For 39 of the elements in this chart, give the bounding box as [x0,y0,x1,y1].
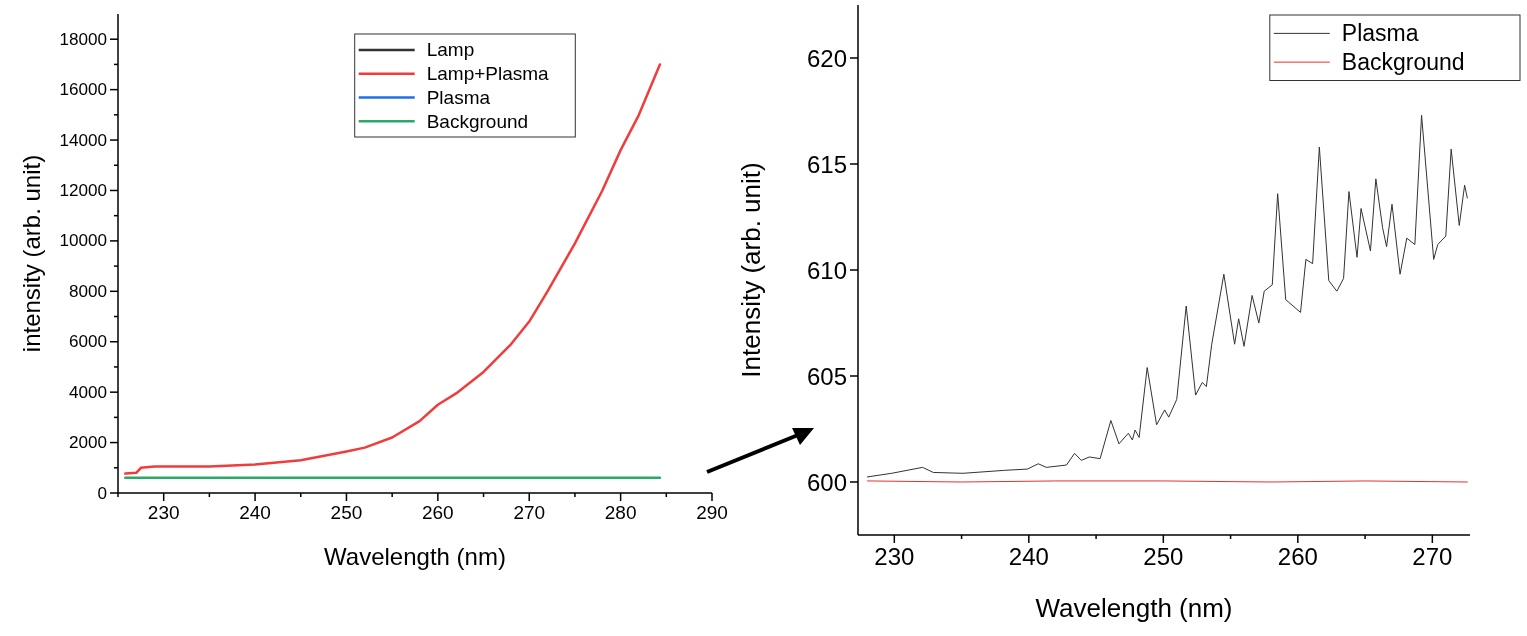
x-axis-title: Wavelength (nm) [324,543,506,570]
legend-label: Plasma [1341,20,1419,47]
y-tick-label: 10000 [59,231,107,251]
x-tick-label: 270 [1412,542,1453,570]
x-tick-label: 250 [330,501,363,523]
x-tick-label: 290 [696,501,728,523]
y-tick-label: 12000 [59,180,107,200]
x-tick-label: 270 [513,501,546,523]
legend-label: Background [426,110,529,132]
y-tick-label: 2000 [68,433,107,453]
y-tick-label: 16000 [59,80,107,100]
y-axis-title: intensity (arb. unit) [18,154,45,353]
legend-label: Background [1341,49,1465,76]
x-tick-label: 240 [239,501,271,523]
legend-label: Lamp [426,39,475,61]
y-tick-label: 615 [806,150,847,178]
line-series [866,114,1468,478]
legend-label: Lamp+Plasma [426,63,550,85]
y-tick-label: 605 [806,362,847,390]
y-tick-label: 610 [806,256,847,284]
x-tick-label: 240 [1008,542,1049,570]
line-series [124,63,662,475]
x-tick-label: 230 [874,542,915,570]
x-tick-label: 260 [1277,542,1318,570]
y-tick-label: 6000 [68,332,107,352]
y-tick-label: 18000 [59,29,107,49]
x-tick-label: 280 [604,501,637,523]
x-axis-title: Wavelength (nm) [1035,593,1233,623]
x-tick-label: 260 [421,501,454,523]
y-tick-label: 8000 [68,281,107,301]
y-tick-label: 4000 [68,382,107,402]
y-axis-title: Intensity (arb. unit) [736,162,766,378]
y-tick-label: 0 [97,483,107,503]
y-tick-label: 620 [806,44,847,72]
y-tick-label: 14000 [59,130,107,150]
legend-label: Plasma [426,86,491,108]
y-tick-label: 600 [806,468,847,496]
x-tick-label: 230 [147,501,180,523]
x-tick-label: 250 [1143,542,1184,570]
